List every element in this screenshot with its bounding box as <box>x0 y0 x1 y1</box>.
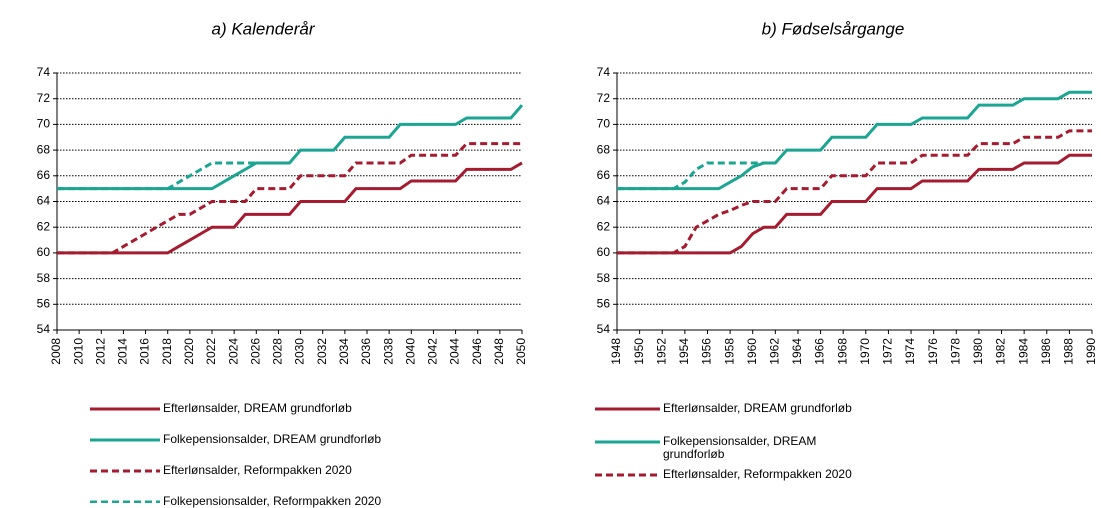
x-tick-label: 2032 <box>315 338 329 365</box>
x-tick-label: 2026 <box>248 338 262 365</box>
x-tick-label: 1976 <box>926 338 940 365</box>
x-tick-label: 1962 <box>768 338 782 365</box>
x-tick-label: 1968 <box>835 338 849 365</box>
x-tick-label: 1956 <box>700 338 714 365</box>
series-line <box>617 153 1092 255</box>
x-tick-label: 2016 <box>138 338 152 365</box>
x-tick-label: 1966 <box>813 338 827 365</box>
x-tick-label: 2018 <box>160 338 174 365</box>
y-tick-label: 58 <box>37 271 51 285</box>
y-tick-label: 68 <box>37 142 51 156</box>
x-tick-label: 2028 <box>271 338 285 365</box>
x-tick-label: 2042 <box>426 338 440 365</box>
y-tick-label: 66 <box>597 168 611 182</box>
y-tick-label: 64 <box>597 194 611 208</box>
legend-label: Folkepensionsalder, Reformpakken 2020 <box>163 494 382 508</box>
y-tick-label: 58 <box>597 271 611 285</box>
series-line <box>57 161 279 191</box>
x-tick-label: 2048 <box>492 338 506 365</box>
y-tick-label: 56 <box>37 296 51 310</box>
x-tick-label: 2044 <box>448 338 462 365</box>
x-tick-label: 1984 <box>1016 338 1030 365</box>
legend-label: Efterlønsalder, DREAM grundforløb <box>663 401 852 415</box>
x-tick-label: 2050 <box>514 338 528 365</box>
legend-label: Efterlønsalder, Reformpakken 2020 <box>163 463 352 477</box>
x-tick-label: 1978 <box>948 338 962 365</box>
x-tick-label: 2020 <box>182 338 196 365</box>
x-tick-label: 2014 <box>116 338 130 365</box>
legend-label: Efterlønsalder, DREAM grundforløb <box>163 401 352 415</box>
x-tick-label: 1980 <box>971 338 985 365</box>
y-tick-label: 64 <box>37 194 51 208</box>
x-tick-label: 1972 <box>881 338 895 365</box>
x-tick-label: 1960 <box>745 338 759 365</box>
chart-title: b) Fødselsårgange <box>762 19 905 38</box>
chart-title: a) Kalenderår <box>211 19 315 38</box>
series-line <box>617 129 1092 255</box>
series-line <box>617 161 776 191</box>
x-tick-label: 2046 <box>470 338 484 365</box>
x-tick-label: 1954 <box>677 338 691 365</box>
y-tick-label: 68 <box>597 142 611 156</box>
legend-label: Folkepensionsalder, DREAM grundforløb <box>663 434 817 461</box>
x-tick-label: 1952 <box>654 338 668 365</box>
series-line <box>57 161 523 255</box>
x-tick-label: 1974 <box>903 338 917 365</box>
y-tick-label: 74 <box>597 65 611 79</box>
x-tick-label: 1950 <box>632 338 646 365</box>
y-tick-label: 62 <box>37 219 51 233</box>
x-tick-label: 1948 <box>609 338 623 365</box>
y-tick-label: 54 <box>597 322 611 336</box>
x-tick-label: 1988 <box>1062 338 1076 365</box>
x-tick-label: 2022 <box>204 338 218 365</box>
x-tick-label: 1982 <box>994 338 1008 365</box>
x-tick-label: 1964 <box>790 338 804 365</box>
y-tick-label: 70 <box>37 117 51 131</box>
x-tick-label: 2008 <box>49 338 63 365</box>
series-line <box>617 90 1092 191</box>
x-tick-label: 2034 <box>337 338 351 365</box>
x-tick-label: 2038 <box>381 338 395 365</box>
x-tick-label: 1958 <box>722 338 736 365</box>
y-tick-label: 74 <box>37 65 51 79</box>
x-tick-label: 2036 <box>359 338 373 365</box>
x-tick-label: 2010 <box>71 338 85 365</box>
y-tick-label: 54 <box>37 322 51 336</box>
x-tick-label: 2040 <box>403 338 417 365</box>
y-tick-label: 62 <box>597 219 611 233</box>
y-tick-label: 60 <box>597 245 611 259</box>
x-tick-label: 2012 <box>93 338 107 365</box>
x-tick-label: 2024 <box>226 338 240 365</box>
x-tick-label: 1986 <box>1039 338 1053 365</box>
series-line <box>57 142 522 255</box>
x-tick-label: 1990 <box>1084 338 1098 365</box>
x-tick-label: 1970 <box>858 338 872 365</box>
y-tick-label: 56 <box>597 296 611 310</box>
y-tick-label: 60 <box>37 245 51 259</box>
y-tick-label: 72 <box>597 91 611 105</box>
legend-label: Efterlønsalder, Reformpakken 2020 <box>663 467 852 481</box>
y-tick-label: 70 <box>597 117 611 131</box>
y-tick-label: 72 <box>37 91 51 105</box>
y-tick-label: 66 <box>37 168 51 182</box>
legend-label: Folkepensionsalder, DREAM grundforløb <box>163 432 382 446</box>
x-tick-label: 2030 <box>293 338 307 365</box>
